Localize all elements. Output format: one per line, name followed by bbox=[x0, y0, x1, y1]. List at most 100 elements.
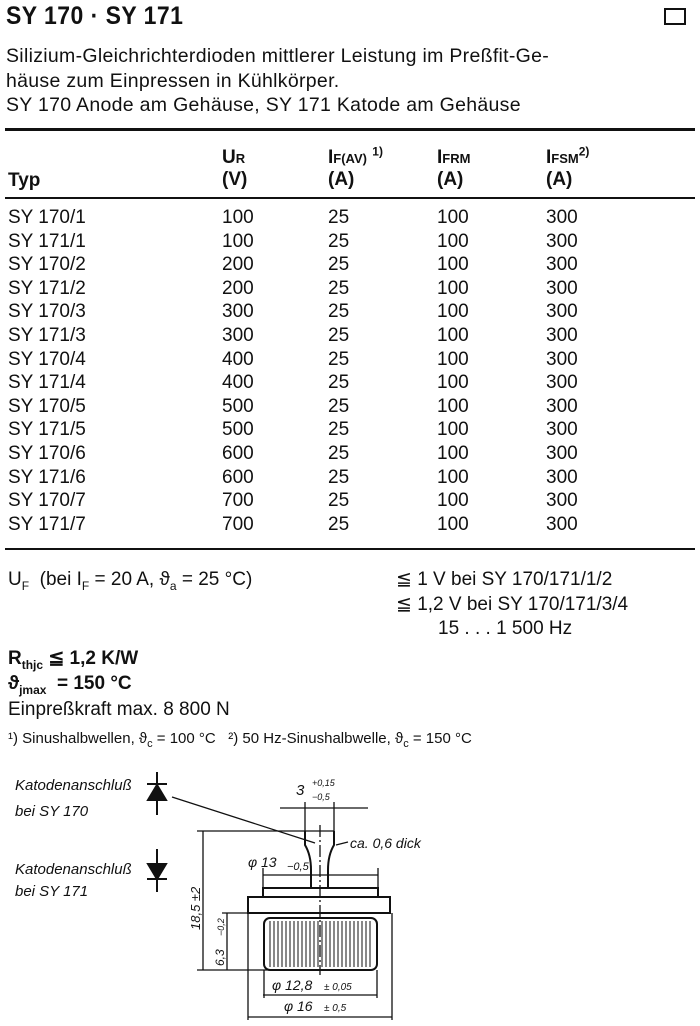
cell-value: 25 bbox=[328, 443, 350, 464]
dim-body-height-tol: −0,2 bbox=[216, 918, 226, 936]
cell-type: SY 171/4 bbox=[8, 372, 86, 394]
rth-spec: Rthjc ≦ 1,2 K/W bbox=[8, 648, 139, 672]
col-sub: R bbox=[235, 151, 246, 166]
cell-value: 25 bbox=[328, 372, 350, 394]
cell-value: 300 bbox=[222, 301, 254, 323]
page-title: SY 170 · SY 171 bbox=[6, 2, 184, 30]
uf-cond-sub2: a bbox=[169, 578, 177, 593]
uf-cond-sub: F bbox=[81, 578, 90, 593]
tj-value: = 150 °C bbox=[56, 673, 132, 694]
label-cathode-sy171-sub: bei SY 171 bbox=[15, 883, 88, 900]
col-header-ifrm: IFRM (A) bbox=[437, 147, 470, 191]
uf-cond-rest: = 20 A, ϑ bbox=[89, 569, 170, 590]
cell-value: 25 bbox=[328, 466, 350, 488]
dim-height: 18,5 ±2 bbox=[188, 886, 203, 930]
rth-sub: thjc bbox=[21, 657, 44, 672]
cell-value: 300 bbox=[546, 207, 578, 228]
frequency-range: 15 . . . 1 500 Hz bbox=[438, 618, 573, 639]
cell-value: 300 bbox=[546, 395, 578, 417]
cell-type: SY 171/3 bbox=[8, 325, 86, 346]
cell-type: SY 171/5 bbox=[8, 419, 86, 441]
cell-type: SY 171/6 bbox=[8, 466, 86, 488]
cell-type: SY 170/6 bbox=[8, 443, 86, 464]
label-cathode-sy171: Katodenanschluß bbox=[15, 861, 132, 878]
cell-value: 300 bbox=[546, 301, 578, 323]
uf-value-2: ≦ 1,2 V bei SY 170/171/3/4 bbox=[396, 594, 629, 615]
cell-value: 300 bbox=[546, 372, 578, 394]
cell-type: SY 170/7 bbox=[8, 490, 86, 512]
cell-value: 100 bbox=[437, 325, 469, 346]
cell-type: SY 171/7 bbox=[8, 513, 86, 535]
cell-value: 25 bbox=[328, 490, 350, 512]
cell-value: 100 bbox=[437, 301, 469, 323]
label-cathode-sy170-sub: bei SY 170 bbox=[15, 803, 89, 820]
description-line-1: Silizium-Gleichrichterdioden mittlerer L… bbox=[6, 45, 550, 67]
cell-value: 25 bbox=[328, 325, 350, 346]
dim-outer-tol: ± 0,5 bbox=[324, 1003, 347, 1014]
uf-symbol: U bbox=[8, 569, 22, 590]
cell-value: 100 bbox=[437, 466, 469, 488]
col-header-ur: UR (V) bbox=[222, 147, 247, 191]
cell-value: 100 bbox=[437, 513, 469, 535]
cell-type: SY 170/5 bbox=[8, 395, 86, 417]
cell-value: 300 bbox=[546, 254, 578, 276]
col-header-ifav: IF(AV) 1) (A) bbox=[328, 144, 383, 191]
col-sub: F(AV) bbox=[333, 151, 367, 166]
footnote-2-sub: c bbox=[403, 738, 409, 750]
dim-tab-tol-plus: +0,15 bbox=[312, 778, 336, 788]
diode-symbol-up-icon bbox=[146, 772, 168, 815]
cell-value: 700 bbox=[222, 490, 254, 512]
tj-spec: ϑjmax = 150 °C bbox=[8, 673, 132, 696]
uf-cond: (bei I bbox=[39, 569, 82, 590]
uf-cond-end: = 25 °C) bbox=[176, 569, 253, 590]
cell-value: 25 bbox=[328, 301, 350, 323]
cell-value: 25 bbox=[328, 207, 350, 228]
col-header-ifsm: IFSM2) (A) bbox=[546, 144, 590, 191]
cell-value: 100 bbox=[437, 254, 469, 276]
cell-value: 300 bbox=[546, 230, 578, 252]
col-unit: (V) bbox=[222, 169, 248, 190]
footnote-1-rest: = 100 °C bbox=[152, 730, 216, 747]
uf-sub: F bbox=[21, 578, 30, 593]
rth-value: ≦ 1,2 K/W bbox=[48, 648, 139, 669]
cell-value: 200 bbox=[222, 277, 254, 299]
rth-symbol: R bbox=[8, 648, 22, 669]
cell-type: SY 171/2 bbox=[8, 277, 86, 299]
col-note: 2) bbox=[578, 144, 590, 159]
dim-flange-tol: −0,5 bbox=[287, 861, 310, 873]
package-outline bbox=[171, 796, 393, 1020]
description-line-2: häuse zum Einpressen in Kühlkörper. bbox=[6, 70, 340, 92]
press-force: Einpreßkraft max. 8 800 N bbox=[8, 699, 230, 720]
cell-value: 300 bbox=[546, 490, 578, 512]
dim-thickness: ca. 0,6 dick bbox=[350, 835, 422, 851]
cell-value: 300 bbox=[546, 325, 578, 346]
cell-value: 300 bbox=[546, 277, 578, 299]
col-note: 1) bbox=[372, 144, 383, 159]
dim-tab-tol-minus: −0,5 bbox=[312, 792, 331, 802]
cell-value: 300 bbox=[546, 443, 578, 464]
cell-value: 100 bbox=[437, 230, 469, 252]
cell-value: 25 bbox=[328, 348, 350, 370]
cell-value: 300 bbox=[222, 325, 254, 346]
cell-value: 300 bbox=[546, 348, 578, 370]
col-unit: (A) bbox=[546, 169, 573, 190]
cell-value: 25 bbox=[328, 230, 350, 252]
col-sub: FRM bbox=[442, 151, 471, 166]
cell-value: 25 bbox=[328, 513, 350, 535]
cell-value: 700 bbox=[222, 513, 254, 535]
cell-value: 100 bbox=[437, 395, 469, 417]
footnote-1: ¹) Sinushalbwellen, ϑ bbox=[8, 730, 148, 747]
dim-tab-width: 3 bbox=[296, 782, 305, 799]
col-symbol: U bbox=[222, 147, 236, 168]
cell-value: 100 bbox=[437, 372, 469, 394]
cell-type: SY 170/4 bbox=[8, 348, 86, 370]
cell-value: 500 bbox=[222, 395, 254, 417]
footnotes: ¹) Sinushalbwellen, ϑc = 100 °C ²) 50 Hz… bbox=[8, 730, 472, 750]
cell-value: 200 bbox=[222, 254, 254, 276]
dim-knurl-tol: ± 0,05 bbox=[324, 982, 352, 993]
table-top-rule bbox=[5, 128, 695, 131]
uf-value-1: ≦ 1 V bei SY 170/171/1/2 bbox=[396, 569, 613, 590]
cell-type: SY 170/2 bbox=[8, 254, 86, 276]
col-symbol: I bbox=[437, 147, 443, 168]
cell-type: SY 171/1 bbox=[8, 230, 86, 252]
